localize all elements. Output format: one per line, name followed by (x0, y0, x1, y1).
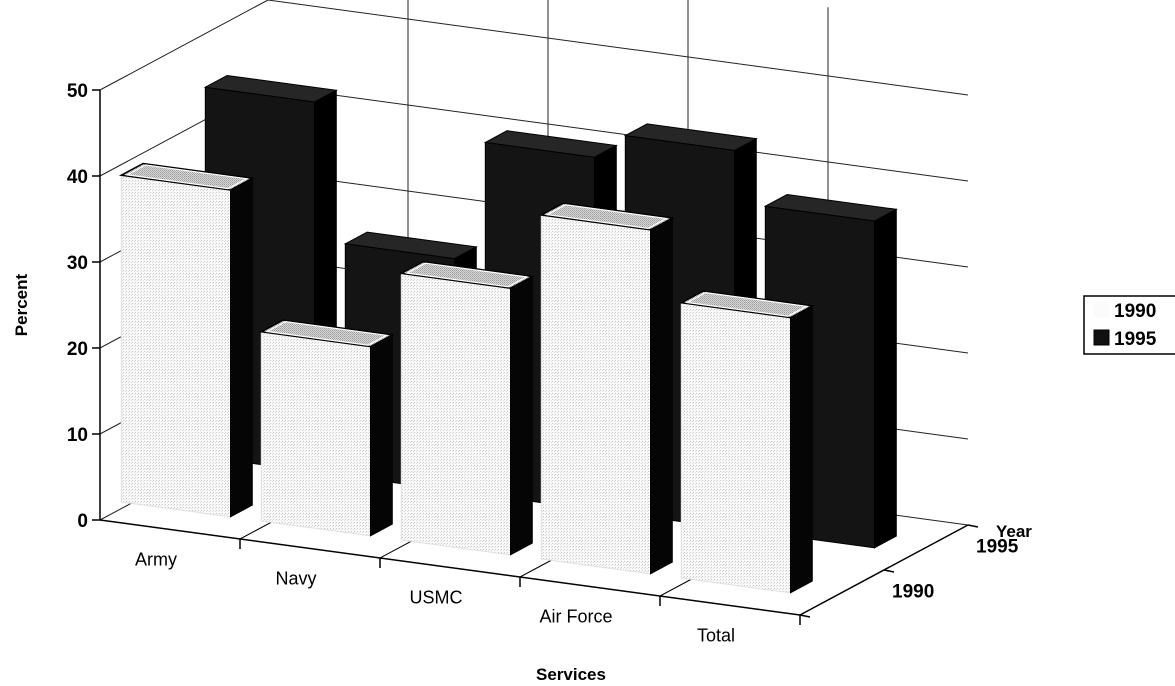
x-tick-label: Army (135, 550, 177, 570)
axes: 0 10 20 30 40 50 Army Navy USMC Air Force Total 199… (67, 81, 1019, 646)
legend-swatch (1093, 301, 1110, 318)
bar-1990-usmc (398, 260, 535, 556)
bar-top-highlight (265, 320, 389, 346)
legend: 1990 1995 (1083, 295, 1175, 355)
x-tick-label: Navy (275, 569, 316, 589)
bar-top (763, 193, 898, 222)
bar-top (678, 290, 815, 319)
x-tick-label: Air Force (539, 607, 612, 627)
depth-tick (967, 524, 979, 528)
bar-side (874, 208, 897, 549)
y-tick-label: 50 (67, 81, 88, 102)
bar-top (623, 123, 758, 151)
bar-side (230, 177, 253, 518)
y-tick-label: 20 (67, 339, 88, 360)
depth-axis-title: Year (996, 522, 1032, 541)
bar-front (120, 174, 231, 518)
bar-top (118, 162, 255, 191)
legend-swatch (1093, 329, 1110, 346)
bar-side (790, 305, 813, 594)
x-tick-label: USMC (410, 588, 463, 608)
y-tick-label: 10 (67, 425, 88, 446)
gridline (99, 0, 969, 96)
y-tick-label: 0 (77, 511, 88, 532)
legend-label: 1995 (1114, 329, 1157, 350)
depth-tick-label: 1990 (892, 582, 934, 603)
legend-label: 1990 (1114, 301, 1156, 322)
x-axis-title: Services (536, 665, 606, 684)
y-tick-label: 30 (67, 253, 88, 274)
depth-tick (883, 569, 895, 573)
bar-side (370, 334, 393, 537)
y-axis-title: Percent (12, 273, 31, 336)
x-axis-line (99, 519, 801, 616)
bar-front (540, 214, 651, 575)
bar-top-highlight (685, 291, 809, 317)
bar-1990-army (118, 162, 255, 518)
bar-front (260, 331, 371, 537)
bar-top (343, 231, 478, 260)
bar-top-highlight (125, 164, 249, 190)
bar-top (203, 74, 338, 103)
bar-front (400, 272, 511, 556)
bar-1990-total (678, 290, 815, 594)
bars (118, 74, 898, 594)
bar-1990-navy (258, 319, 395, 537)
depth-tick (799, 614, 811, 618)
bar-top (483, 130, 618, 158)
bar-side (510, 275, 533, 556)
bar-top-highlight (405, 262, 529, 288)
bar-top-highlight (545, 204, 669, 230)
bar-top (538, 202, 675, 231)
labels: Percent Services Year (12, 273, 1032, 684)
y-tick-label: 40 (67, 167, 88, 188)
bar-1990-air-force (538, 202, 675, 575)
bar-front (680, 302, 791, 594)
depth-tick-label: 1995 (976, 537, 1019, 558)
bar-top (258, 319, 395, 348)
x-tick-label: Total (697, 626, 735, 646)
bar-side (650, 217, 673, 575)
bar-top (398, 260, 535, 289)
